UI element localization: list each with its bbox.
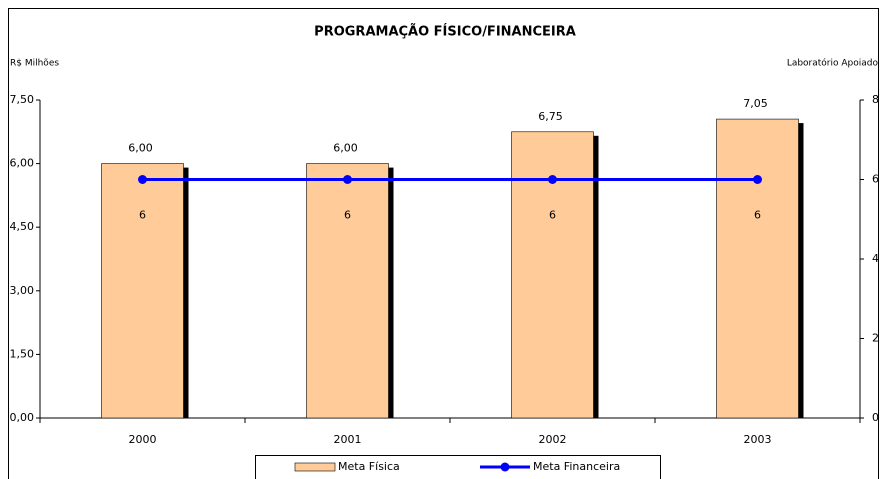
line-marker: [343, 175, 352, 184]
y-tick-label: 7,50: [10, 93, 35, 106]
legend-label: Meta Física: [338, 460, 400, 473]
line-marker: [138, 175, 147, 184]
chart-title: PROGRAMAÇÃO FÍSICO/FINANCEIRA: [314, 24, 576, 40]
y-tick-label: 6,00: [10, 157, 35, 170]
chart-frame: [8, 8, 879, 479]
data-label: 6,00: [128, 142, 153, 155]
y-tick-label: 0,00: [10, 411, 35, 424]
bar: [511, 131, 594, 419]
data-label: 6: [549, 209, 556, 222]
bar: [306, 163, 389, 419]
x-tick-label: 2001: [334, 433, 362, 446]
data-label: 6: [754, 209, 761, 222]
legend-swatch: [294, 462, 336, 472]
y2-tick-label: 6: [872, 173, 879, 186]
data-label: 6,00: [333, 142, 358, 155]
data-label: 7,05: [743, 97, 768, 110]
line-marker: [548, 175, 557, 184]
y2-tick-label: 2: [872, 332, 879, 345]
y-tick-label: 3,00: [10, 284, 35, 297]
x-tick-label: 2003: [744, 433, 772, 446]
data-label: 6: [139, 209, 146, 222]
y2-tick-label: 0: [872, 411, 879, 424]
x-tick-label: 2000: [129, 433, 157, 446]
y-axis-label: R$ Milhões: [10, 59, 59, 69]
legend-label: Meta Financeira: [533, 460, 620, 473]
y2-tick-label: 8: [872, 93, 879, 106]
data-label: 6,75: [538, 110, 563, 123]
x-tick-label: 2002: [539, 433, 567, 446]
legend-marker: [500, 462, 510, 472]
bar: [101, 163, 184, 419]
bar: [716, 118, 799, 419]
line-marker: [753, 175, 762, 184]
legend-box: [255, 455, 661, 479]
y-tick-label: 1,50: [10, 347, 35, 360]
data-label: 6: [344, 209, 351, 222]
y2-tick-label: 4: [872, 252, 879, 265]
y-tick-label: 4,50: [10, 220, 35, 233]
y2-axis-label: Laboratório Apoiado: [787, 58, 879, 69]
